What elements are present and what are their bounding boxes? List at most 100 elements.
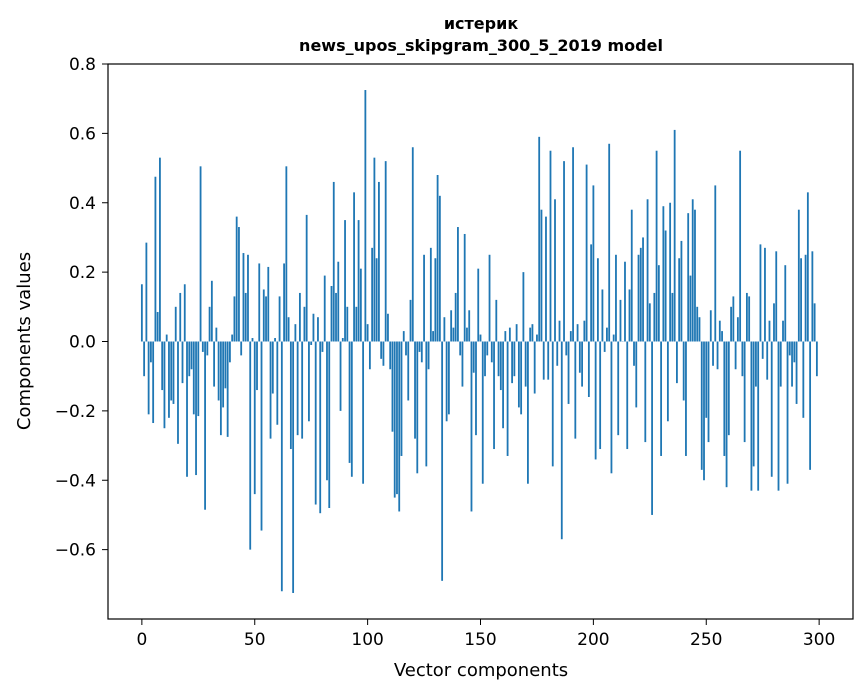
bar-component-295 <box>806 192 809 342</box>
bar-component-126 <box>425 341 428 467</box>
bar-component-141 <box>459 341 462 356</box>
bar-component-239 <box>680 240 683 342</box>
bar-component-108 <box>384 161 387 342</box>
bar-component-25 <box>197 341 200 417</box>
bar-component-261 <box>730 306 732 342</box>
bar-component-134 <box>443 317 446 342</box>
bar-component-235 <box>671 292 674 342</box>
bar-component-242 <box>687 213 690 342</box>
bar-component-238 <box>678 258 681 342</box>
y-tick-label: −0.2 <box>55 402 96 422</box>
bar-component-60 <box>276 341 279 425</box>
bar-component-179 <box>545 216 547 342</box>
x-tick-label: 0 <box>136 630 147 650</box>
bar-component-15 <box>174 306 177 342</box>
bar-component-67 <box>292 341 295 593</box>
bar-component-158 <box>497 341 500 377</box>
bar-component-269 <box>748 296 751 342</box>
bar-component-291 <box>797 209 800 342</box>
bar-component-231 <box>662 206 665 342</box>
bar-component-196 <box>583 320 586 342</box>
bar-component-178 <box>542 341 545 380</box>
bar-component-132 <box>438 195 441 342</box>
bar-component-245 <box>694 209 696 342</box>
bar-component-99 <box>364 90 367 342</box>
bar-component-298 <box>813 303 816 342</box>
bar-component-156 <box>493 341 495 450</box>
bar-component-0 <box>140 284 143 342</box>
bar-component-157 <box>495 299 498 342</box>
bar-component-49 <box>251 338 254 342</box>
bar-component-76 <box>312 313 315 342</box>
bar-component-192 <box>574 341 577 439</box>
bar-component-226 <box>651 341 653 515</box>
bar-component-77 <box>314 341 317 505</box>
bar-component-287 <box>788 341 791 356</box>
bar-component-266 <box>741 341 744 377</box>
bar-component-17 <box>179 292 182 342</box>
bar-component-175 <box>536 334 538 342</box>
bar-component-198 <box>587 341 590 397</box>
bar-component-73 <box>305 214 308 342</box>
bar-component-168 <box>520 341 523 415</box>
bar-component-255 <box>716 341 719 370</box>
bar-component-128 <box>429 247 432 342</box>
bar-component-23 <box>192 341 195 415</box>
bar-component-277 <box>766 341 769 380</box>
bar-component-176 <box>538 136 541 342</box>
bar-component-40 <box>231 334 234 342</box>
bar-component-159 <box>499 341 502 391</box>
bar-component-32 <box>213 341 216 387</box>
bar-component-12 <box>168 341 170 418</box>
bar-component-120 <box>411 147 414 342</box>
bar-component-180 <box>547 341 550 380</box>
bar-component-115 <box>400 341 403 456</box>
bar-component-283 <box>779 341 782 387</box>
bar-component-267 <box>743 341 746 443</box>
bar-component-268 <box>745 292 748 342</box>
bar-component-97 <box>359 268 362 342</box>
bar-component-186 <box>560 341 563 540</box>
bar-component-241 <box>685 341 687 456</box>
bar-component-69 <box>296 341 299 436</box>
bar-component-155 <box>490 341 493 363</box>
bar-component-209 <box>612 334 615 342</box>
bars-group <box>140 90 818 593</box>
bar-component-24 <box>195 341 197 476</box>
bar-component-280 <box>773 303 775 342</box>
bar-component-294 <box>804 254 807 342</box>
bar-component-164 <box>511 341 514 384</box>
bar-component-8 <box>159 157 161 342</box>
bar-component-114 <box>398 341 401 512</box>
bar-component-89 <box>341 338 344 342</box>
bar-component-81 <box>323 275 326 342</box>
bar-component-74 <box>308 341 310 422</box>
bar-component-292 <box>800 258 802 342</box>
y-tick-label: 0.6 <box>69 124 96 144</box>
bar-component-87 <box>337 261 340 342</box>
bar-component-251 <box>707 341 710 443</box>
bar-component-273 <box>757 341 760 491</box>
bar-component-293 <box>802 341 805 418</box>
bar-component-144 <box>466 327 468 342</box>
bar-component-37 <box>224 341 227 389</box>
y-tick-label: −0.4 <box>55 471 96 491</box>
bar-component-284 <box>782 320 784 342</box>
bar-component-78 <box>317 317 319 342</box>
bar-component-207 <box>608 143 611 342</box>
bar-component-18 <box>181 341 184 384</box>
bar-component-201 <box>594 341 597 460</box>
bar-component-83 <box>328 341 331 508</box>
bar-component-281 <box>775 251 778 342</box>
bar-component-202 <box>596 258 599 342</box>
bar-component-172 <box>529 327 532 342</box>
bar-component-166 <box>515 324 518 342</box>
bar-component-39 <box>229 341 231 363</box>
bar-component-278 <box>768 320 771 342</box>
bar-component-98 <box>362 341 365 484</box>
bar-component-224 <box>646 199 649 342</box>
bar-component-62 <box>280 341 283 592</box>
bar-component-13 <box>170 341 173 401</box>
bar-component-272 <box>755 341 757 387</box>
